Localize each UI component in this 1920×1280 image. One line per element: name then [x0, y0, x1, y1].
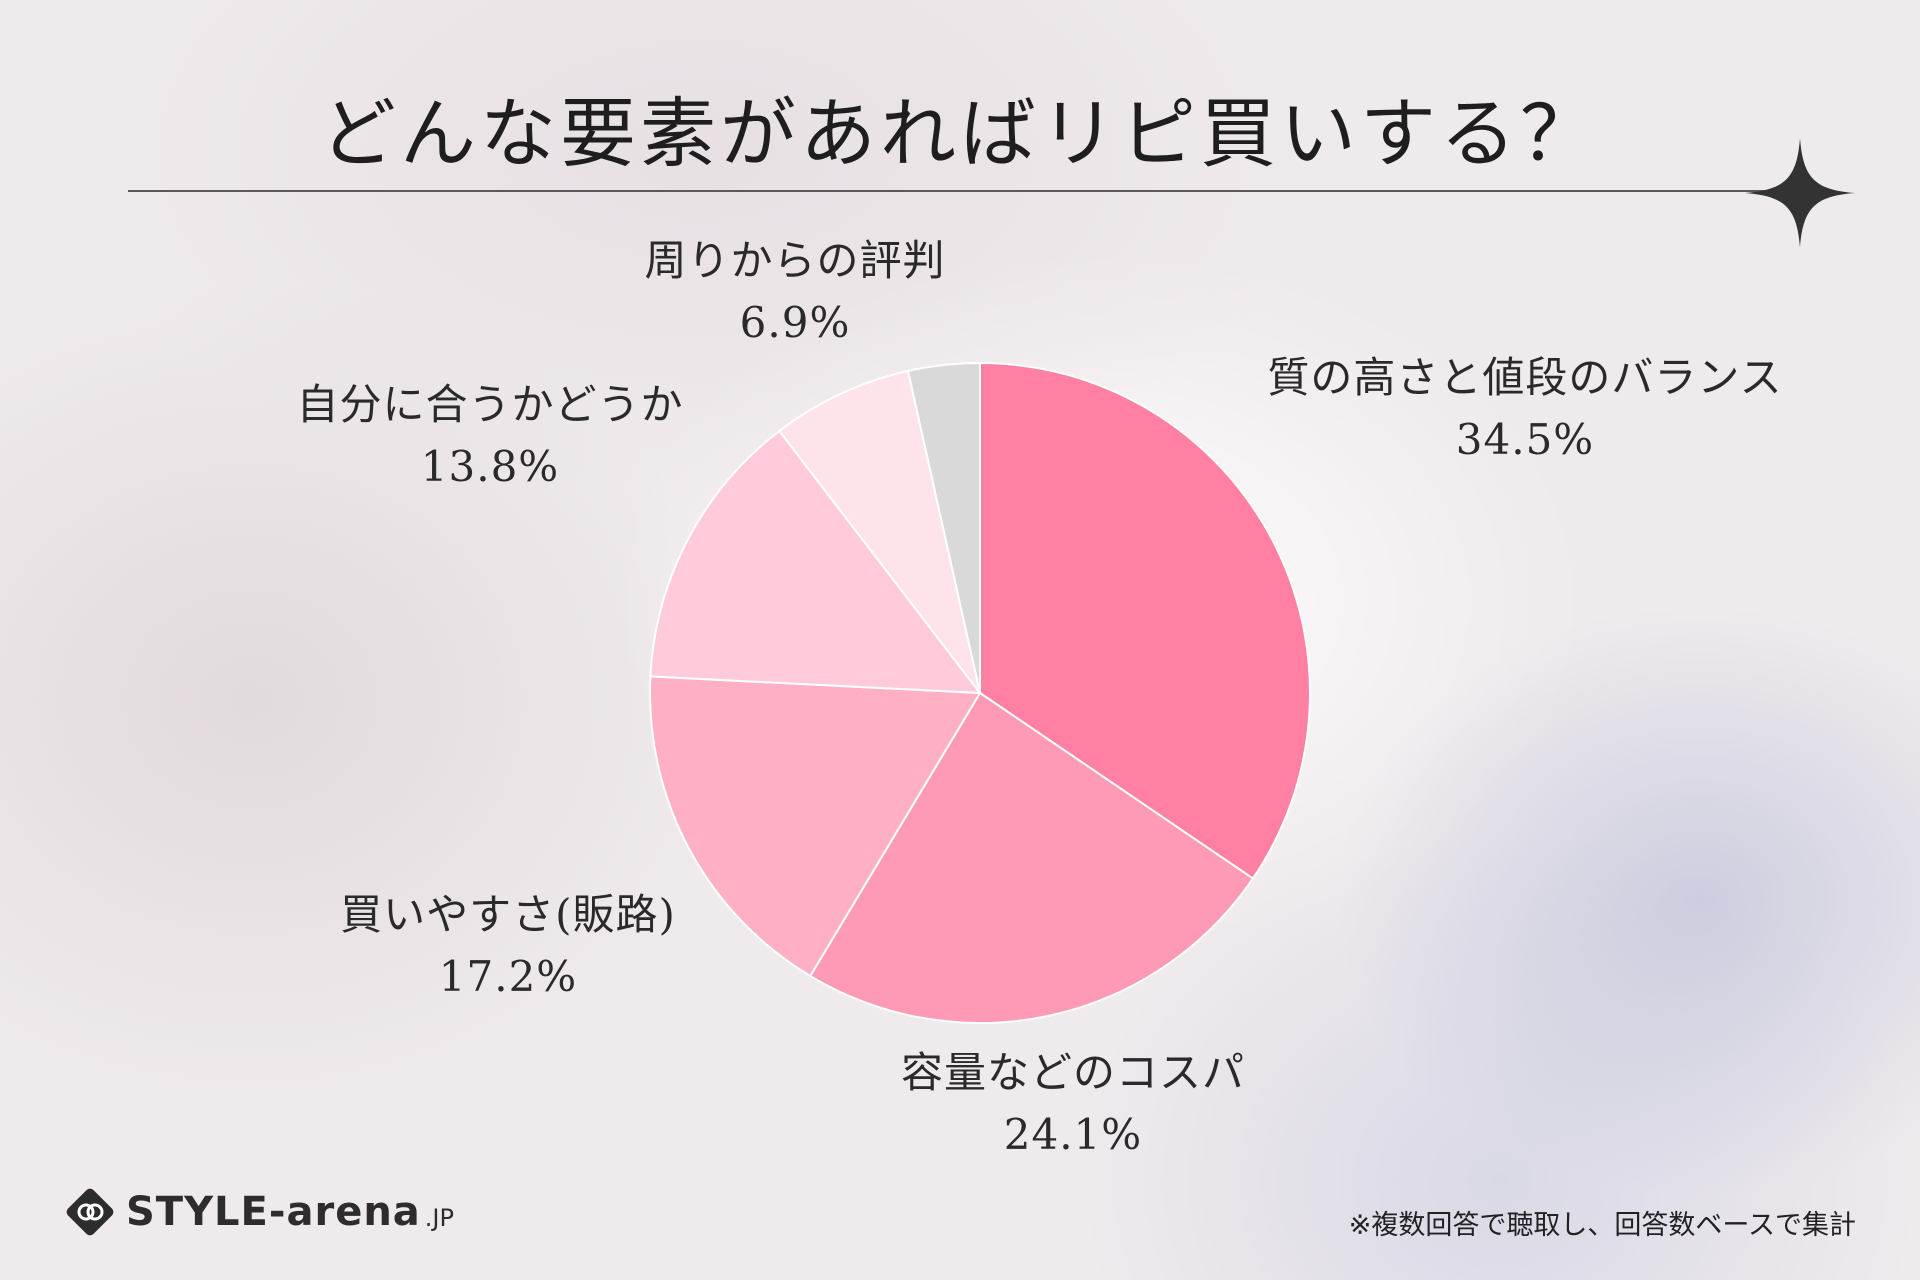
slice-label-3: 自分に合うかどうか 13.8% — [296, 380, 684, 491]
brand-logo: STYLE-arena .JP — [64, 1186, 454, 1238]
slice-label-1: 容量などのコスパ 24.1% — [900, 1048, 1246, 1159]
pie-slice-4 — [777, 369, 981, 694]
slice-label-4: 周りからの評判 6.9% — [644, 236, 946, 347]
title-divider — [128, 190, 1798, 192]
footnote: ※複数回答で聴取し、回答数ベースで集計 — [1348, 1210, 1856, 1241]
chart-title: どんな要素があればリピ買いする？ — [320, 89, 1600, 178]
logo-suffix: .JP — [424, 1204, 454, 1232]
pie-slice-5 — [906, 361, 981, 694]
pie-slice-3 — [649, 429, 983, 695]
pie-slice-1 — [808, 691, 1255, 1024]
slice-label-2: 買いやすさ(販路) 17.2% — [340, 890, 676, 1001]
sparkle-icon — [1745, 138, 1855, 248]
logo-text: STYLE-arena — [126, 1189, 421, 1235]
pie-slice-0 — [979, 361, 1311, 880]
slice-label-0: 質の高さと値段のバランス 34.5% — [1267, 353, 1783, 464]
logo-icon — [66, 1188, 114, 1236]
pie-slice-2 — [649, 675, 982, 978]
